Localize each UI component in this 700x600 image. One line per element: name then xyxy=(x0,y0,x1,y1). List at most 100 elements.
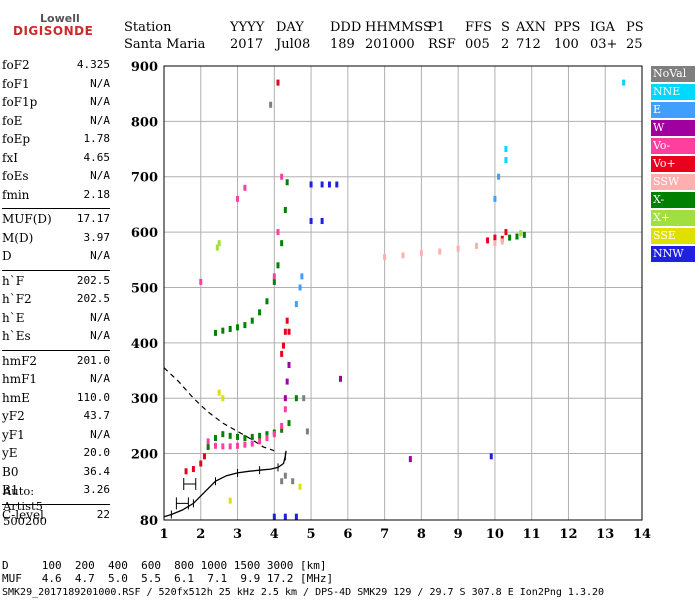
echo-points xyxy=(184,79,626,520)
param-value: N/A xyxy=(90,329,110,342)
x-tick-label: 12 xyxy=(559,527,577,542)
echo-point-noval xyxy=(302,395,306,402)
echo-point-x xyxy=(236,324,240,331)
param-row: yE 20.0 xyxy=(2,446,110,465)
y-tick-label: 500 xyxy=(131,281,158,296)
header-label-ps: PS xyxy=(626,20,644,35)
profile-curves xyxy=(163,367,287,519)
param-row: B0 36.4 xyxy=(2,465,110,484)
param-row: foF1 N/A xyxy=(2,77,110,96)
param-name: foF1p xyxy=(2,95,38,109)
y-tick-label: 300 xyxy=(131,392,158,407)
echo-point-nne xyxy=(622,79,626,86)
header-value-day: Jul08 xyxy=(276,37,311,52)
echo-point-ssw xyxy=(500,238,504,245)
param-name: foEs xyxy=(2,169,29,183)
header-value-station: Santa Maria xyxy=(124,37,206,52)
x-tick-label: 10 xyxy=(486,527,504,542)
param-row: MUF(D) 17.17 xyxy=(2,212,110,231)
echo-point-nnw xyxy=(272,513,276,520)
param-value: 201.0 xyxy=(76,353,110,367)
echo-point-nnw xyxy=(283,513,287,520)
header-value-s: 2 xyxy=(501,37,510,52)
header-value-ddd: 189 xyxy=(330,37,355,52)
echo-point-x xyxy=(265,431,269,438)
x-tick-label: 5 xyxy=(307,527,316,542)
param-separator xyxy=(2,503,110,505)
echo-point-vo xyxy=(199,278,203,285)
echo-point-x xyxy=(221,431,225,438)
echo-point-x xyxy=(287,420,291,427)
header-label-hhmmss: HHMMSS xyxy=(365,20,432,35)
param-value: N/A xyxy=(90,249,110,262)
param-name: B0 xyxy=(2,464,19,479)
echo-point-w xyxy=(338,375,342,382)
echo-point-x xyxy=(280,426,284,433)
legend-entry: Vo+ xyxy=(651,156,695,172)
echo-point-nnw xyxy=(335,181,339,188)
header-value-hhmmss: 201000 xyxy=(365,37,415,52)
echo-point-e xyxy=(493,195,497,202)
x-tick-label: 9 xyxy=(454,527,463,542)
echo-point-nne xyxy=(504,146,508,153)
param-row: h`Es N/A xyxy=(2,329,110,348)
param-row: M(D) 3.97 xyxy=(2,231,110,250)
echo-point-x xyxy=(515,233,519,240)
echo-point-x xyxy=(221,327,225,334)
echo-point-w xyxy=(285,378,289,385)
echo-point-x xyxy=(508,234,512,241)
param-row: foEp 1.78 xyxy=(2,132,110,151)
x-tick-label: 1 xyxy=(159,527,168,542)
param-row: fmin 2.18 xyxy=(2,188,110,207)
echo-point-x xyxy=(258,432,262,439)
legend-entry: Vo- xyxy=(651,138,695,154)
x-tick-label: 3 xyxy=(233,527,242,542)
echo-point-noval xyxy=(283,472,287,479)
param-value: N/A xyxy=(90,427,110,441)
echo-point-vo xyxy=(202,453,206,460)
auto-program: Artist5 xyxy=(3,499,43,513)
x-axis-ticks: 1 2 3 4 5 6 7 8 9 10 11 12 13 14 xyxy=(159,527,651,542)
echo-point-vo xyxy=(191,466,195,473)
param-value: 4.65 xyxy=(83,150,111,164)
param-row: h`E N/A xyxy=(2,311,110,330)
echo-point-vo xyxy=(283,328,287,335)
echo-point-vo xyxy=(272,273,276,280)
x-tick-label: 6 xyxy=(343,527,352,542)
footer-distance-row: D 100 200 400 600 800 1000 1500 3000 [km… xyxy=(2,559,327,572)
x-tick-label: 14 xyxy=(633,527,651,542)
param-name: fxI xyxy=(2,150,18,165)
echo-point-nnw xyxy=(294,513,298,520)
echo-point-vo xyxy=(243,441,247,448)
echo-point-x xyxy=(213,435,217,442)
legend-entry: NoVal xyxy=(651,66,695,82)
echo-point-sse xyxy=(228,497,232,504)
param-row: hmF1 N/A xyxy=(2,372,110,391)
plot-frame xyxy=(163,65,643,521)
header-label-ddd: DDD xyxy=(330,20,362,35)
echo-point-vo xyxy=(265,435,269,442)
error-bar xyxy=(183,478,197,491)
echo-point-sse xyxy=(217,389,221,396)
footer-file-info: SMK29_2017189201000.RSF / 520fx512h 25 k… xyxy=(2,587,605,598)
header-label-pps: PPS xyxy=(554,20,581,35)
param-row: foEs N/A xyxy=(2,169,110,188)
legend-entry: X- xyxy=(651,192,695,208)
echo-point-vo xyxy=(258,438,262,445)
param-name: D xyxy=(2,249,12,263)
param-name: hmF2 xyxy=(2,353,38,368)
echo-point-e xyxy=(497,173,501,180)
param-name: B1 xyxy=(2,483,19,497)
param-value: N/A xyxy=(90,310,110,324)
echo-point-vo xyxy=(283,406,287,413)
echo-point-noval xyxy=(305,428,309,435)
legend-entry: SSE xyxy=(651,228,695,244)
echo-point-x xyxy=(215,244,219,251)
param-separator xyxy=(2,349,110,351)
param-name: M(D) xyxy=(2,230,34,245)
param-name: foE xyxy=(2,113,23,128)
x-tick-label: 4 xyxy=(270,527,279,542)
legend-entry: NNE xyxy=(651,84,695,100)
x-tick-label: 7 xyxy=(380,527,389,542)
y-tick-label: 900 xyxy=(131,60,158,75)
